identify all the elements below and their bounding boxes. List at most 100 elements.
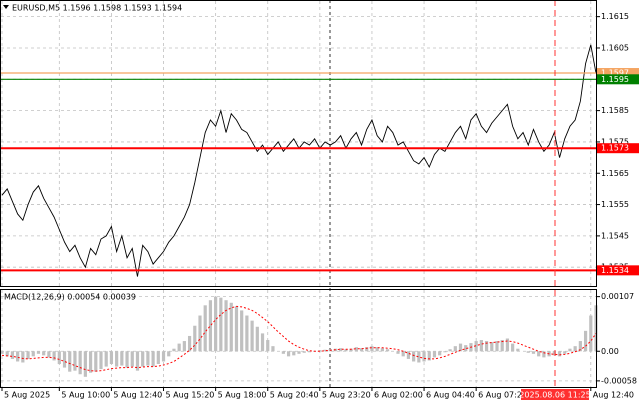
macd-bar — [0, 351, 4, 354]
y-tick-label: 1.1545 — [601, 231, 629, 240]
macd-bar — [83, 351, 87, 377]
macd-bar — [203, 305, 207, 352]
macd-bar — [495, 341, 499, 352]
macd-bar — [260, 333, 265, 352]
macd-bar — [292, 351, 296, 356]
y-tick-label: 1.1565 — [601, 169, 629, 178]
signal-line — [1, 305, 597, 372]
macd-bar — [99, 351, 103, 370]
macd-bar — [5, 351, 9, 357]
x-tick-label: 6 Aug 02:00 — [374, 391, 423, 400]
macd-bar — [214, 296, 218, 352]
macd-bar — [589, 315, 593, 352]
macd-bar — [458, 343, 463, 352]
x-tick-label: 6 Aug 07:20 — [478, 391, 527, 400]
macd-bar — [531, 351, 536, 354]
macd-bar — [88, 351, 93, 373]
macd-bar — [31, 351, 35, 357]
marks-layer — [0, 44, 598, 377]
macd-bar — [511, 343, 515, 352]
macd-bar — [47, 351, 51, 358]
collapse-icon — [3, 5, 9, 9]
macd-bar — [563, 351, 567, 354]
chart-title: EURUSD,M5 1.1596 1.1598 1.1593 1.1594 — [12, 4, 182, 13]
macd-bar — [167, 351, 171, 357]
macd-bar — [375, 347, 379, 352]
macd-bar — [78, 351, 82, 375]
macd-bar — [516, 348, 520, 352]
macd-panel-border — [0, 289, 597, 388]
macd-bar — [354, 347, 358, 352]
macd-bar — [135, 351, 140, 371]
macd-bar — [359, 348, 364, 352]
main-panel-border — [0, 0, 597, 287]
macd-bar — [542, 351, 546, 358]
macd-bar — [146, 351, 150, 366]
macd-bar — [125, 351, 129, 368]
macd-bar — [16, 351, 20, 362]
macd-bar — [115, 351, 119, 367]
macd-bar — [307, 351, 312, 353]
macd-bar — [57, 351, 61, 365]
macd-bar — [104, 351, 108, 367]
macd-bar — [208, 300, 213, 352]
macd-bar — [286, 351, 291, 357]
macd-bar — [438, 351, 442, 356]
macd-bar — [412, 351, 416, 362]
macd-bar — [266, 340, 270, 352]
macd-bar — [172, 348, 176, 352]
x-tick-label: 5 Aug 10:00 — [61, 391, 110, 400]
y-tick-label: 0.00 — [601, 347, 619, 356]
macd-bar — [537, 351, 541, 357]
y-tick-label: 0.00107 — [601, 292, 634, 301]
crosshair-label-bg — [521, 389, 589, 400]
macd-bar — [323, 349, 327, 352]
macd-bar — [396, 351, 400, 354]
macd-bar — [557, 351, 562, 357]
macd-bar — [224, 300, 228, 352]
macd-bar — [380, 348, 384, 352]
x-tick-label: 5 Aug 2025 — [4, 391, 50, 400]
macd-bar — [234, 306, 239, 352]
macd-bar — [109, 351, 114, 365]
macd-bar — [490, 342, 494, 352]
macd-bar — [479, 340, 483, 352]
macd-bar — [526, 351, 530, 353]
macd-bar — [177, 343, 181, 352]
macd-bar — [68, 351, 72, 372]
macd-bar — [339, 348, 343, 352]
macd-bar — [500, 340, 504, 352]
price-level-label: 1.1573 — [601, 144, 629, 153]
macd-bar — [26, 351, 30, 359]
macd-bar — [42, 351, 46, 356]
x-tick-label: 5 Aug 18:00 — [218, 391, 267, 400]
y-tick-label: 1.1555 — [601, 200, 629, 209]
macd-bar — [443, 351, 447, 353]
price-level-label-bg — [597, 68, 639, 79]
macd-bar — [94, 351, 98, 372]
macd-bar — [297, 351, 301, 354]
macd-bar — [474, 341, 478, 352]
y-tick-label: 1.1575 — [601, 137, 629, 146]
macd-bar — [182, 341, 186, 352]
macd-bar — [281, 351, 285, 354]
x-tick-label: Aug 12:40 — [593, 391, 634, 400]
macd-title: MACD(12,26,9) 0.00054 0.00039 — [4, 293, 136, 302]
macd-bar — [245, 315, 249, 352]
macd-bar — [36, 351, 41, 354]
macd-bar — [62, 351, 67, 368]
y-tick-label: 1.1585 — [601, 106, 629, 115]
x-tick-label: 5 Aug 20:40 — [270, 391, 319, 400]
macd-bar — [193, 325, 197, 352]
macd-bar — [552, 351, 556, 356]
x-tick-label: 5 Aug 12:40 — [113, 391, 162, 400]
price-level-label: 1.1595 — [601, 75, 629, 84]
macd-bar — [156, 351, 160, 365]
y-tick-label: 1.1605 — [601, 43, 629, 52]
macd-bar — [73, 351, 77, 371]
macd-bar — [151, 351, 155, 367]
macd-bar — [464, 345, 468, 352]
macd-bar — [349, 348, 353, 352]
y-tick-label: -0.00058 — [601, 376, 637, 385]
